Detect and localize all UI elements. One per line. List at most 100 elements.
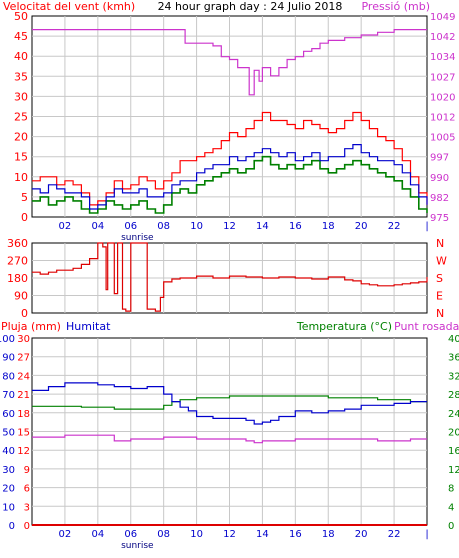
- wind-tick-label: 30: [14, 90, 28, 103]
- hour-tick-label: 10: [190, 221, 203, 232]
- series-wind-max: [32, 144, 428, 210]
- hour-tick-label: 04: [91, 221, 104, 232]
- wind-tick-label: 0: [21, 211, 28, 224]
- hour-tick-label: |: [425, 529, 428, 540]
- wind-tick-label: 20: [14, 131, 28, 144]
- wind-axis-title: Velocitat del vent (kmh): [3, 0, 135, 13]
- direction-tick-label: 360: [7, 237, 28, 250]
- humidity-tick-label: 100: [0, 334, 15, 345]
- hour-tick-label: 08: [157, 221, 170, 232]
- temperature-tick-label: 0: [448, 521, 454, 532]
- hour-tick-label: 14: [256, 529, 269, 540]
- compass-tick-label: N: [436, 237, 444, 250]
- rain-axis-title: Pluja (mm): [1, 320, 61, 333]
- humidity-tick-label: 40: [2, 446, 15, 457]
- hour-tick-label: 06: [124, 221, 137, 232]
- hour-tick-label: 22: [388, 221, 401, 232]
- rain-tick-label: 24: [17, 371, 30, 382]
- humidity-tick-label: 20: [2, 484, 15, 495]
- humidity-tick-label: 80: [2, 371, 15, 382]
- humidity-tick-label: 60: [2, 409, 15, 420]
- wind-tick-label: 35: [14, 70, 28, 83]
- pressure-axis-title: Pressió (mb): [361, 0, 430, 13]
- temperature-tick-label: 4: [448, 502, 454, 513]
- direction-tick-label: 90: [14, 290, 28, 303]
- temperature-tick-label: 28: [448, 390, 459, 401]
- rain-tick-label: 21: [17, 390, 30, 401]
- wind-tick-label: 5: [21, 191, 28, 204]
- humidity-tick-label: 0: [9, 521, 15, 532]
- rain-tick-label: 18: [17, 409, 30, 420]
- humidity-tick-label: 50: [2, 428, 15, 439]
- humidity-axis-title: Humitat: [66, 320, 111, 333]
- series-temperature: [32, 395, 427, 410]
- hour-tick-label: 18: [322, 529, 335, 540]
- wind-tick-label: 50: [14, 10, 28, 23]
- direction-tick-label: 270: [7, 255, 28, 268]
- hour-tick-label: 02: [59, 529, 72, 540]
- hour-tick-label: 16: [289, 529, 302, 540]
- hour-tick-label: |: [425, 221, 428, 232]
- pressure-tick-label: 1012: [430, 113, 455, 124]
- series-dewpoint: [32, 434, 427, 444]
- wind-tick-label: 45: [14, 30, 28, 43]
- hour-tick-label: 06: [124, 529, 137, 540]
- chart-date-title: 24 hour graph day : 24 Julio 2018: [158, 0, 343, 13]
- hour-tick-label: 18: [322, 221, 335, 232]
- series-direction: [32, 242, 428, 312]
- direction-tick-label: 180: [7, 272, 28, 285]
- hour-tick-label: 10: [190, 529, 203, 540]
- pressure-tick-label: 990: [430, 173, 449, 184]
- hour-tick-label: 22: [388, 529, 401, 540]
- series-wind-gust: [32, 111, 428, 206]
- rain-tick-label: 9: [24, 465, 30, 476]
- humidity-tick-label: 90: [2, 353, 15, 364]
- hour-tick-label: 12: [223, 221, 236, 232]
- pressure-tick-label: 1005: [430, 133, 455, 144]
- compass-tick-label: N: [436, 307, 444, 320]
- temperature-axis-title: Temperatura (°C): [296, 320, 392, 333]
- hour-tick-label: 16: [289, 221, 302, 232]
- temperature-tick-label: 36: [448, 353, 459, 364]
- temperature-tick-label: 20: [448, 428, 459, 439]
- hour-tick-label: 08: [157, 529, 170, 540]
- pressure-tick-label: 982: [430, 193, 449, 204]
- dewpoint-axis-title: Punt rosada: [394, 320, 459, 333]
- humidity-tick-label: 30: [2, 465, 15, 476]
- hour-tick-label: 20: [355, 529, 368, 540]
- rain-tick-label: 3: [24, 502, 30, 513]
- rain-tick-label: 12: [17, 446, 30, 457]
- pressure-tick-label: 1020: [430, 92, 455, 103]
- temperature-tick-label: 32: [448, 371, 459, 382]
- compass-tick-label: E: [436, 290, 443, 303]
- rain-tick-label: 30: [17, 334, 30, 345]
- temperature-tick-label: 12: [448, 465, 459, 476]
- pressure-tick-label: 1042: [430, 32, 455, 43]
- temperature-tick-label: 24: [448, 409, 459, 420]
- pressure-tick-label: 1049: [430, 12, 455, 23]
- pressure-tick-label: 997: [430, 153, 449, 164]
- sunrise-label: sunrise: [121, 541, 154, 551]
- pressure-tick-label: 1027: [430, 72, 455, 83]
- rain-tick-label: 15: [17, 428, 30, 439]
- wind-tick-label: 10: [14, 171, 28, 184]
- direction-tick-label: 0: [21, 307, 28, 320]
- hour-tick-label: 02: [59, 221, 72, 232]
- humidity-temperature-panel: 0102030405060708090100036912151821242730…: [0, 334, 459, 551]
- hour-tick-label: 20: [355, 221, 368, 232]
- sunrise-label: sunrise: [121, 233, 154, 243]
- temperature-tick-label: 8: [448, 484, 454, 495]
- temperature-tick-label: 40: [448, 334, 459, 345]
- rain-tick-label: 0: [24, 521, 30, 532]
- series-pressure: [32, 29, 427, 96]
- rain-tick-label: 6: [24, 484, 30, 495]
- rain-tick-label: 27: [17, 353, 30, 364]
- hour-tick-label: 14: [256, 221, 269, 232]
- wind-pressure-panel: 0510152025303540455097598299099710051012…: [14, 10, 455, 243]
- pressure-tick-label: 975: [430, 213, 449, 224]
- series-humidity: [32, 382, 427, 425]
- wind-tick-label: 15: [14, 151, 28, 164]
